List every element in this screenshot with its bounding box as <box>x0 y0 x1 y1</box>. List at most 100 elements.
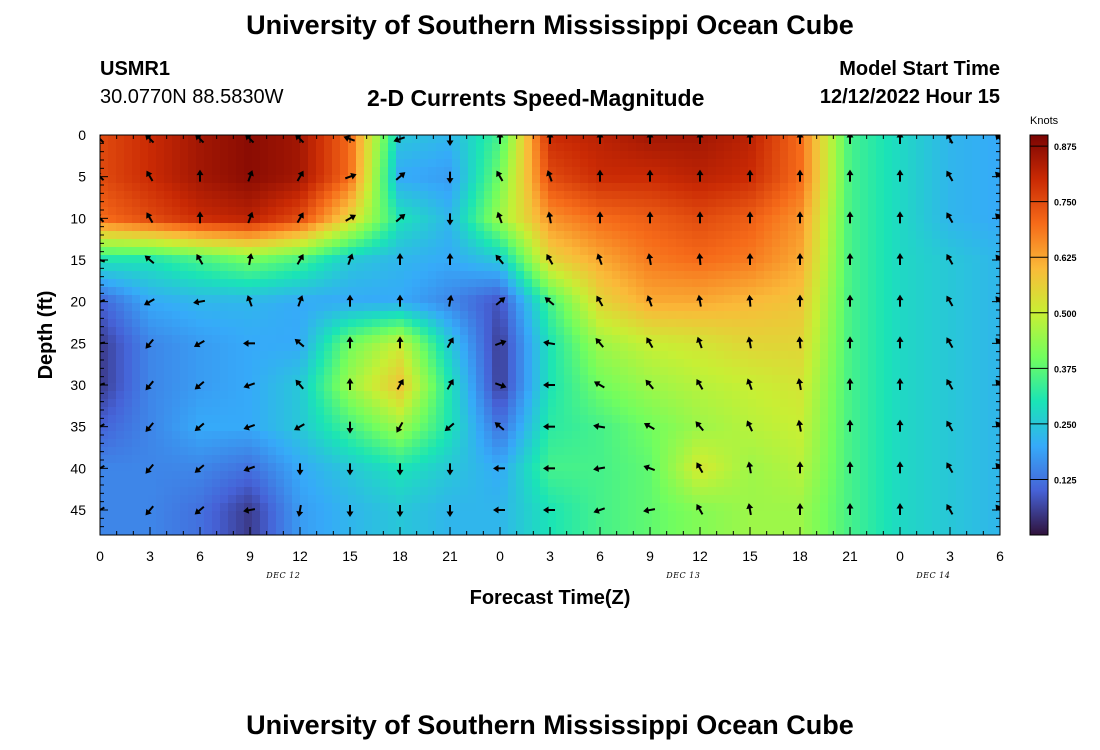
heatmap-cell <box>948 199 957 208</box>
heatmap-cell <box>996 343 1000 352</box>
heatmap-cell <box>292 255 301 264</box>
heatmap-cell <box>924 183 933 192</box>
heatmap-cell <box>732 207 741 216</box>
heatmap-cell <box>700 207 709 216</box>
heatmap-cell <box>532 479 541 488</box>
heatmap-cell <box>716 287 725 296</box>
heatmap-cell <box>564 215 573 224</box>
heatmap-cell <box>388 295 397 304</box>
heatmap-cell <box>316 423 325 432</box>
heatmap-cell <box>524 215 533 224</box>
heatmap-cell <box>940 231 949 240</box>
heatmap-cell <box>164 135 173 144</box>
heatmap-cell <box>644 287 653 296</box>
heatmap-cell <box>572 215 581 224</box>
heatmap-cell <box>340 239 349 248</box>
heatmap-cell <box>540 415 549 424</box>
heatmap-cell <box>300 207 309 216</box>
heatmap-cell <box>140 151 149 160</box>
heatmap-cell <box>300 479 309 488</box>
heatmap-cell <box>132 255 141 264</box>
heatmap-cell <box>108 223 117 232</box>
heatmap-cell <box>724 295 733 304</box>
heatmap-cell <box>628 423 637 432</box>
heatmap-cell <box>188 375 197 384</box>
heatmap-cell <box>780 335 789 344</box>
heatmap-cell <box>500 159 509 168</box>
heatmap-cell <box>332 359 341 368</box>
heatmap-cell <box>172 135 181 144</box>
heatmap-cell <box>292 439 301 448</box>
heatmap-cell <box>708 199 717 208</box>
heatmap-cell <box>404 175 413 184</box>
heatmap-cell <box>388 439 397 448</box>
heatmap-cell <box>316 463 325 472</box>
heatmap-cell <box>940 207 949 216</box>
heatmap-cell <box>388 415 397 424</box>
heatmap-cell <box>468 255 477 264</box>
heatmap-cell <box>356 407 365 416</box>
heatmap-cell <box>196 335 205 344</box>
heatmap-cell <box>156 391 165 400</box>
heatmap-cell <box>516 159 525 168</box>
heatmap-cell <box>276 143 285 152</box>
heatmap-cell <box>572 391 581 400</box>
heatmap-cell <box>772 287 781 296</box>
heatmap-cell <box>324 199 333 208</box>
heatmap-cell <box>836 167 845 176</box>
heatmap-cell <box>636 167 645 176</box>
heatmap-cell <box>708 183 717 192</box>
heatmap-cell <box>316 247 325 256</box>
heatmap-cell <box>476 311 485 320</box>
heatmap-cell <box>572 143 581 152</box>
heatmap-cell <box>292 383 301 392</box>
heatmap-cell <box>796 367 805 376</box>
heatmap-cell <box>596 439 605 448</box>
heatmap-cell <box>580 247 589 256</box>
heatmap-cell <box>572 191 581 200</box>
heatmap-cell <box>540 455 549 464</box>
heatmap-cell <box>700 415 709 424</box>
heatmap-cell <box>716 327 725 336</box>
heatmap-cell <box>708 471 717 480</box>
heatmap-cell <box>940 375 949 384</box>
heatmap-cell <box>508 247 517 256</box>
heatmap-cell <box>740 223 749 232</box>
heatmap-cell <box>980 263 989 272</box>
heatmap-cell <box>316 239 325 248</box>
heatmap-cell <box>932 463 941 472</box>
heatmap-cell <box>740 399 749 408</box>
heatmap-cell <box>244 183 253 192</box>
heatmap-cell <box>124 351 133 360</box>
heatmap-cell <box>340 319 349 328</box>
heatmap-cell <box>924 223 933 232</box>
heatmap-cell <box>884 311 893 320</box>
heatmap-cell <box>908 463 917 472</box>
heatmap-cell <box>196 303 205 312</box>
heatmap-cell <box>436 215 445 224</box>
heatmap-cell <box>828 455 837 464</box>
heatmap-cell <box>452 175 461 184</box>
heatmap-cell <box>412 311 421 320</box>
heatmap-cell <box>884 455 893 464</box>
heatmap-cell <box>852 191 861 200</box>
heatmap-cell <box>380 367 389 376</box>
heatmap-cell <box>308 399 317 408</box>
heatmap-cell <box>340 311 349 320</box>
heatmap-cell <box>628 479 637 488</box>
heatmap-cell <box>180 271 189 280</box>
heatmap-cell <box>196 367 205 376</box>
heatmap-cell <box>388 359 397 368</box>
heatmap-cell <box>748 439 757 448</box>
heatmap-cell <box>724 407 733 416</box>
heatmap-cell <box>212 271 221 280</box>
heatmap-cell <box>964 311 973 320</box>
heatmap-cell <box>812 199 821 208</box>
heatmap-cell <box>252 247 261 256</box>
heatmap-cell <box>404 271 413 280</box>
heatmap-cell <box>436 455 445 464</box>
heatmap-cell <box>948 359 957 368</box>
heatmap-cell <box>372 207 381 216</box>
heatmap-cell <box>980 343 989 352</box>
heatmap-cell <box>340 175 349 184</box>
